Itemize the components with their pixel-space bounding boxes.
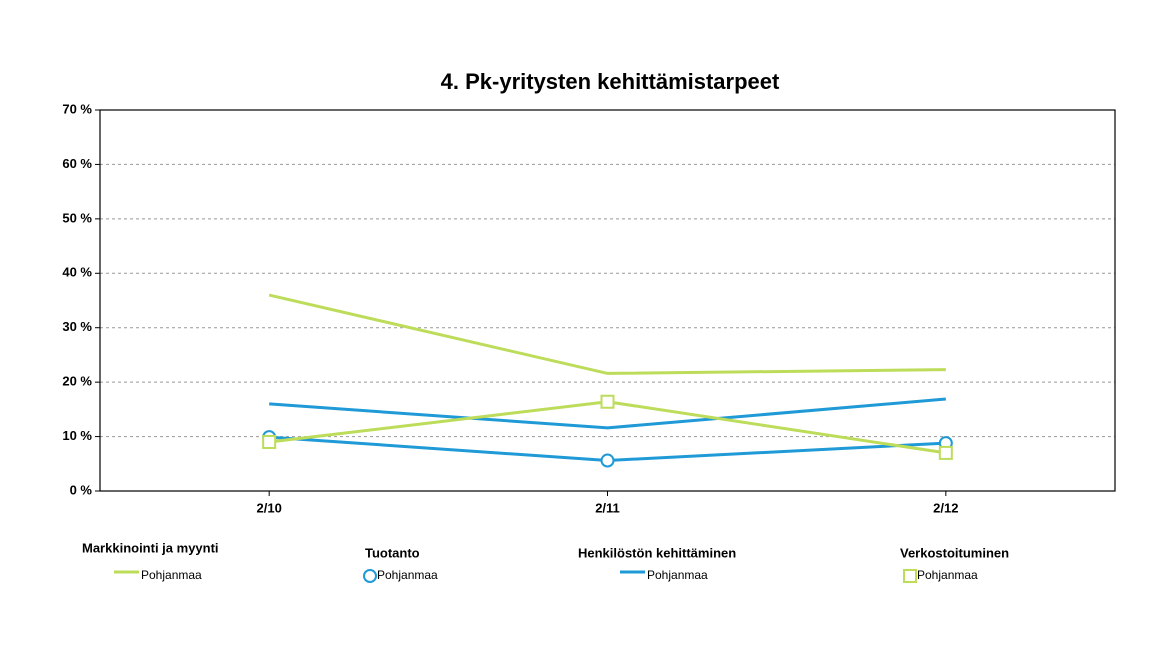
y-tick-label: 40 % bbox=[62, 265, 92, 280]
x-tick-label: 2/12 bbox=[933, 500, 958, 515]
legend-title: Verkostoituminen bbox=[900, 545, 1009, 560]
plot-frame bbox=[99, 109, 1116, 492]
series-line bbox=[268, 293, 946, 375]
chart-title: 4. Pk-yritysten kehittämistarpeet bbox=[441, 69, 780, 94]
point bbox=[600, 394, 615, 409]
series-line bbox=[269, 397, 946, 430]
legend-label: Pohjanmaa bbox=[141, 568, 202, 582]
point bbox=[262, 435, 277, 450]
point bbox=[938, 445, 953, 460]
y-tick-label: 20 % bbox=[62, 374, 92, 389]
legend-title: Markkinointi ja myynti bbox=[82, 540, 219, 555]
point bbox=[363, 569, 377, 583]
legend-label: Pohjanmaa bbox=[377, 568, 438, 582]
legend-title: Tuotanto bbox=[365, 545, 420, 560]
x-tick-label: 2/11 bbox=[595, 500, 620, 515]
point bbox=[903, 569, 917, 583]
legend-title: Henkilöstön kehittäminen bbox=[578, 545, 736, 560]
x-tick-label: 2/10 bbox=[257, 500, 282, 515]
legend-label: Pohjanmaa bbox=[917, 568, 978, 582]
y-tick-label: 0 % bbox=[70, 482, 93, 497]
point bbox=[600, 453, 615, 468]
y-tick-label: 30 % bbox=[62, 319, 92, 334]
y-tick-label: 60 % bbox=[62, 156, 92, 171]
y-tick-label: 50 % bbox=[62, 210, 92, 225]
y-tick-label: 70 % bbox=[62, 101, 92, 116]
y-tick-label: 10 % bbox=[62, 428, 92, 443]
legend-label: Pohjanmaa bbox=[647, 568, 708, 582]
